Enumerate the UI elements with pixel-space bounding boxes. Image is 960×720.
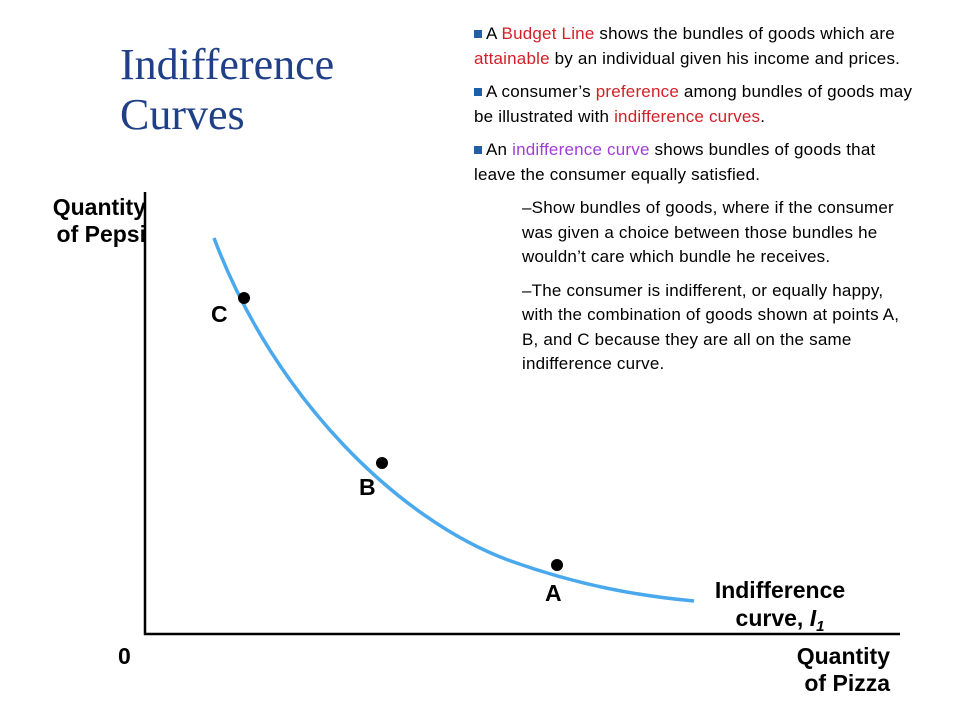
- point-c-label: C: [211, 301, 228, 327]
- bullet-text-segment: by an individual given his income and pr…: [549, 48, 901, 68]
- bullet-text-segment: A: [486, 24, 502, 43]
- bullet-text-segment: preference: [595, 82, 679, 101]
- bullet-square-icon: [474, 88, 482, 96]
- y-axis-label: Quantity of Pepsi: [30, 194, 146, 248]
- point-b-dot: [376, 457, 388, 469]
- bullet-text-segment: An: [486, 140, 513, 159]
- bullet-text-segment: Budget Line: [501, 24, 595, 43]
- sub-bullet-item: –Show bundles of goods, where if the con…: [522, 198, 894, 266]
- sub-bullet-item: –The consumer is indifferent, or equally…: [522, 280, 900, 374]
- bullet-list: A Budget Line shows the bundles of goods…: [474, 22, 914, 386]
- bullet-item: An indifference curve shows bundles of g…: [474, 138, 914, 187]
- bullet-square-icon: [474, 146, 482, 154]
- bullet-text-segment: shows bundles of goods that leave the co…: [474, 140, 876, 184]
- bullet-item: A Budget Line shows the bundles of goods…: [474, 22, 914, 71]
- bullet-text-segment: among bundles of goods may be illustrate…: [474, 82, 913, 126]
- indifference-curve: [212, 237, 695, 603]
- bullet-text-segment: indifference curve: [512, 140, 650, 159]
- bullet-text-segment: shows the bundles of goods which are: [594, 24, 895, 43]
- bullet-item: A consumer’s preference among bundles of…: [474, 80, 914, 129]
- x-axis-label: Quantity of Pizza: [770, 643, 890, 697]
- point-a-dot: [551, 559, 563, 571]
- main-bullets: A Budget Line shows the bundles of goods…: [474, 22, 914, 187]
- title-line-1: Indifference: [120, 40, 335, 89]
- bullet-text-segment: indifference curves: [614, 106, 761, 126]
- curve-label-subscript: 1: [816, 618, 825, 635]
- point-b-label: B: [359, 474, 376, 500]
- origin-label: 0: [118, 643, 131, 669]
- curve-label-line-1: Indifference: [714, 577, 846, 603]
- point-c-dot: [238, 292, 250, 304]
- x-axis-label-line-2: of Pizza: [804, 670, 890, 696]
- slide-title: Indifference Curves: [120, 40, 420, 140]
- curve-label-var: I: [809, 605, 817, 631]
- y-axis-label-line-1: Quantity: [52, 194, 146, 220]
- title-line-2: Curves: [120, 90, 245, 139]
- bullet-square-icon: [474, 30, 482, 38]
- curve-label-line-2: curve, I1: [690, 604, 870, 641]
- bullet-text-segment: .: [760, 106, 766, 126]
- bullet-text-segment: A consumer’s: [486, 82, 596, 101]
- y-axis-label-line-2: of Pepsi: [56, 221, 146, 247]
- point-a-label: A: [545, 580, 562, 606]
- curve-label: Indifference curve, I1: [690, 576, 870, 641]
- bullet-text-segment: attainable: [474, 48, 550, 68]
- x-axis-label-line-1: Quantity: [796, 643, 890, 669]
- curve-label-prefix: curve,: [735, 605, 810, 631]
- sub-bullets: –Show bundles of goods, where if the con…: [474, 196, 914, 377]
